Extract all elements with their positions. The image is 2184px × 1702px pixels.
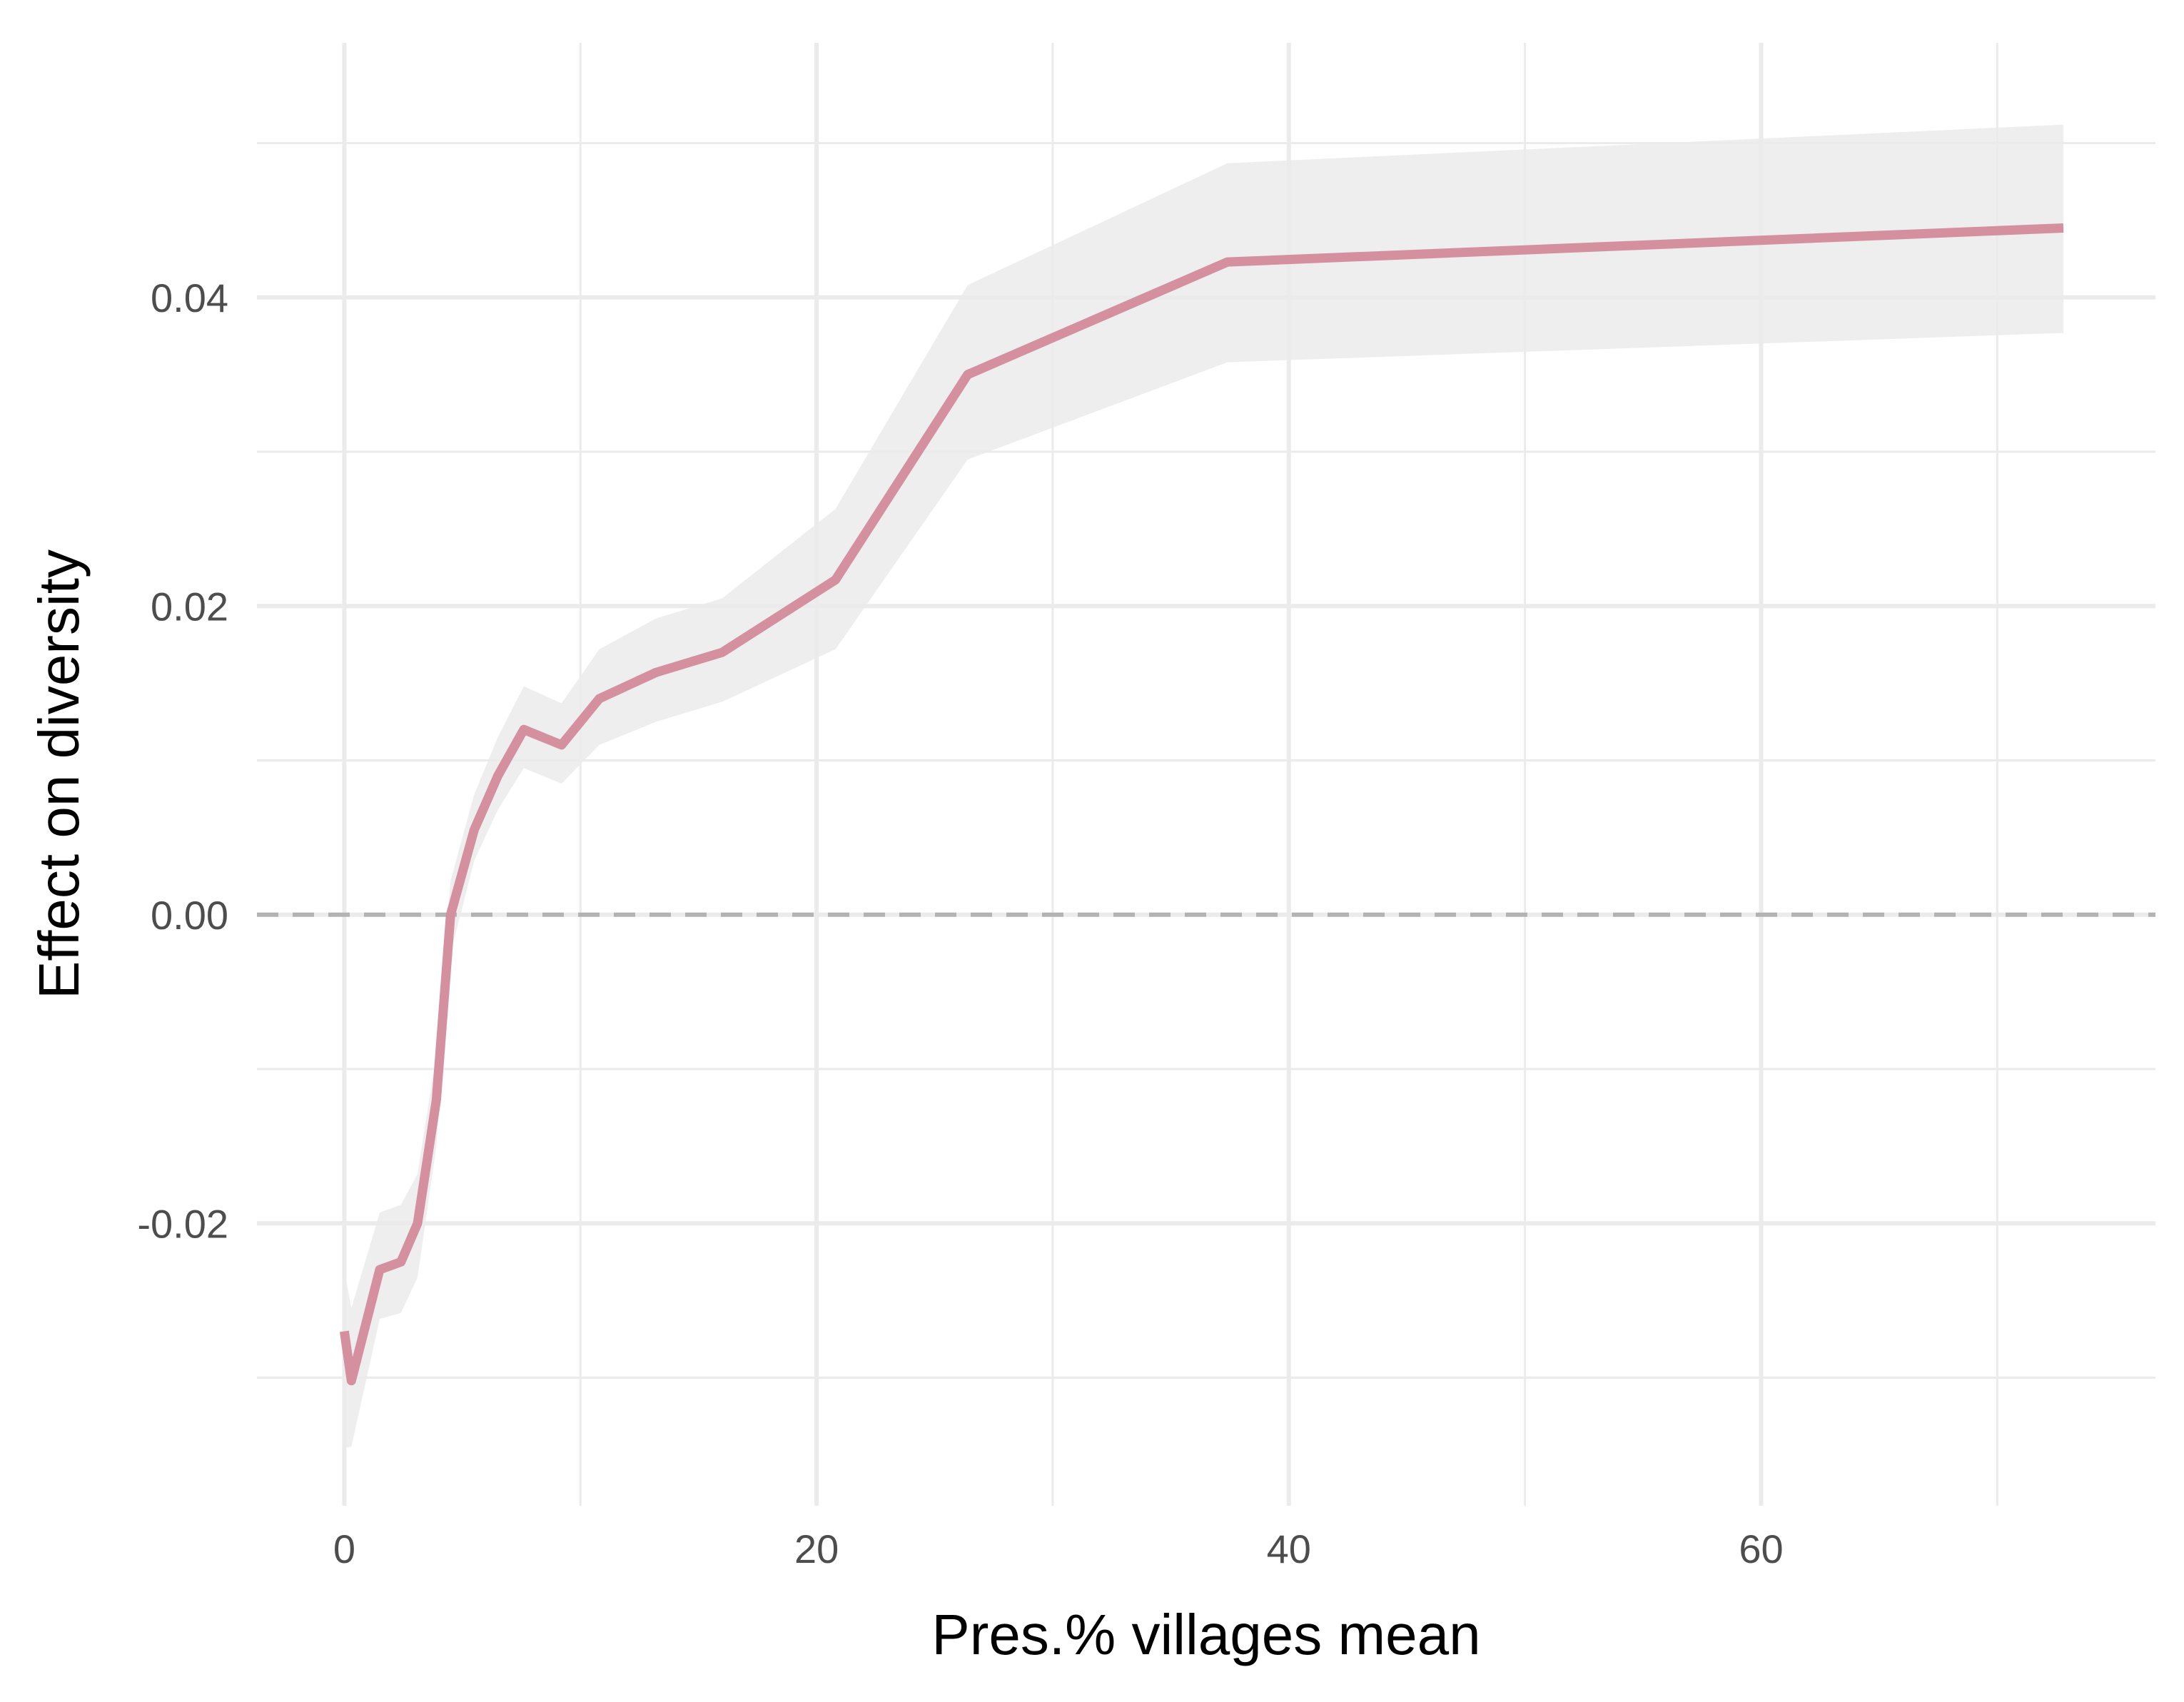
effect-line-layer (339, 223, 2064, 1386)
x-tick-label: 60 (1739, 1526, 1783, 1571)
x-tick-label: 40 (1267, 1526, 1311, 1571)
effect-line (339, 223, 2064, 1386)
y-tick-labels: -0.02 0.00 0.02 0.04 (137, 275, 228, 1246)
y-tick-label: -0.02 (137, 1201, 228, 1246)
y-tick-label: 0.02 (151, 584, 228, 629)
x-tick-labels: 0 20 40 60 (333, 1526, 1784, 1571)
confidence-band-layer (344, 124, 2064, 1447)
x-tick-label: 20 (794, 1526, 839, 1571)
y-tick-label: 0.04 (151, 275, 228, 320)
x-tick-label: 0 (333, 1526, 355, 1571)
y-tick-label: 0.00 (151, 893, 228, 938)
confidence-band (344, 124, 2064, 1447)
x-axis-title: Pres.% villages mean (931, 1603, 1480, 1666)
y-axis-title: Effect on diversity (27, 549, 91, 999)
